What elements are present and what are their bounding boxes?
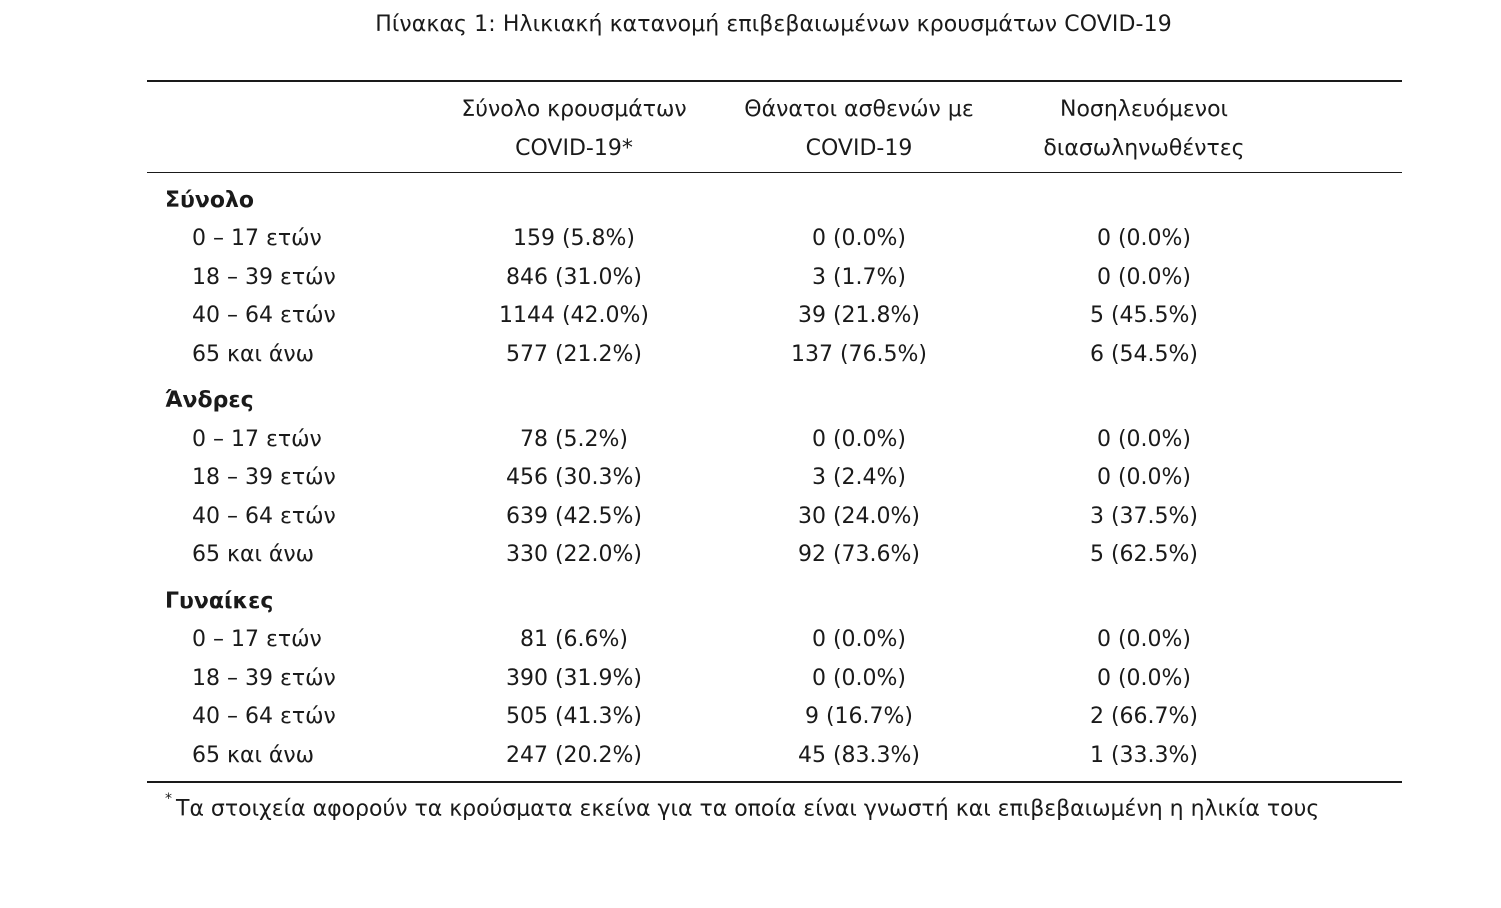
row-label: 65 και άνω xyxy=(192,743,315,768)
deaths-cell: 9 (16.7%) xyxy=(804,704,914,729)
intubated-cell: 5 (62.5%) xyxy=(1089,542,1199,567)
footnote-marker: * xyxy=(165,791,172,807)
intubated-cell: 0 (0.0%) xyxy=(1096,627,1192,652)
column-header-cases-line2: COVID-19* xyxy=(515,136,633,161)
column-header-cases-line1: Σύνολο κρουσμάτων xyxy=(461,97,687,122)
group-label-men: Άνδρες xyxy=(165,388,254,413)
column-header-intubated-line1: Νοσηλευόμενοι xyxy=(1060,97,1228,122)
table-row: 18 – 39 ετών 456 (30.3%) 3 (2.4%) 0 (0.0… xyxy=(0,459,1501,497)
row-label: 65 και άνω xyxy=(192,342,315,367)
top-rule xyxy=(147,80,1402,82)
column-header-deaths-line1: Θάνατοι ασθενών με xyxy=(744,97,974,122)
row-label: 40 – 64 ετών xyxy=(192,303,336,328)
row-label: 0 – 17 ετών xyxy=(192,427,322,452)
cases-cell: 456 (30.3%) xyxy=(505,465,643,490)
intubated-cell: 6 (54.5%) xyxy=(1089,342,1199,367)
deaths-cell: 0 (0.0%) xyxy=(811,226,907,251)
cases-cell: 1144 (42.0%) xyxy=(498,303,650,328)
row-label: 0 – 17 ετών xyxy=(192,226,322,251)
row-label: 40 – 64 ετών xyxy=(192,704,336,729)
column-header-deaths: Θάνατοι ασθενών με COVID-19 xyxy=(709,90,1009,168)
column-header-intubated-line2: διασωληνωθέντες xyxy=(1043,136,1245,161)
column-header-cases: Σύνολο κρουσμάτων COVID-19* xyxy=(424,90,724,168)
row-label: 18 – 39 ετών xyxy=(192,265,336,290)
intubated-cell: 0 (0.0%) xyxy=(1096,427,1192,452)
intubated-cell: 0 (0.0%) xyxy=(1096,666,1192,691)
table-footnote: * Τα στοιχεία αφορούν τα κρούσματα εκείνα… xyxy=(165,784,1319,828)
table-row: 65 και άνω 247 (20.2%) 45 (83.3%) 1 (33.… xyxy=(0,737,1501,775)
cases-cell: 390 (31.9%) xyxy=(505,666,643,691)
intubated-cell: 1 (33.3%) xyxy=(1089,743,1199,768)
intubated-cell: 0 (0.0%) xyxy=(1096,265,1192,290)
table-row: 18 – 39 ετών 390 (31.9%) 0 (0.0%) 0 (0.0… xyxy=(0,660,1501,698)
intubated-cell: 0 (0.0%) xyxy=(1096,226,1192,251)
cases-cell: 81 (6.6%) xyxy=(519,627,629,652)
deaths-cell: 3 (1.7%) xyxy=(811,265,907,290)
deaths-cell: 45 (83.3%) xyxy=(797,743,921,768)
cases-cell: 78 (5.2%) xyxy=(519,427,629,452)
deaths-cell: 30 (24.0%) xyxy=(797,504,921,529)
cases-cell: 846 (31.0%) xyxy=(505,265,643,290)
table-row: 0 – 17 ετών 78 (5.2%) 0 (0.0%) 0 (0.0%) xyxy=(0,421,1501,459)
intubated-cell: 3 (37.5%) xyxy=(1089,504,1199,529)
group-label-women: Γυναίκες xyxy=(165,589,274,614)
deaths-cell: 39 (21.8%) xyxy=(797,303,921,328)
table-caption: Πίνακας 1: Ηλικιακή κατανομή επιβεβαιωμέ… xyxy=(375,12,1172,37)
intubated-cell: 2 (66.7%) xyxy=(1089,704,1199,729)
table-row: 40 – 64 ετών 1144 (42.0%) 39 (21.8%) 5 (… xyxy=(0,297,1501,335)
row-label: 18 – 39 ετών xyxy=(192,465,336,490)
table-row: 65 και άνω 577 (21.2%) 137 (76.5%) 6 (54… xyxy=(0,336,1501,374)
cases-cell: 639 (42.5%) xyxy=(505,504,643,529)
cases-cell: 247 (20.2%) xyxy=(505,743,643,768)
deaths-cell: 92 (73.6%) xyxy=(797,542,921,567)
intubated-cell: 0 (0.0%) xyxy=(1096,465,1192,490)
group-label-total: Σύνολο xyxy=(165,188,255,213)
cases-cell: 159 (5.8%) xyxy=(512,226,636,251)
bottom-rule xyxy=(147,781,1402,783)
table-row: 0 – 17 ετών 159 (5.8%) 0 (0.0%) 0 (0.0%) xyxy=(0,220,1501,258)
row-label: 18 – 39 ετών xyxy=(192,666,336,691)
footnote-text: Τα στοιχεία αφορούν τα κρούσματα εκείνα … xyxy=(176,796,1320,822)
deaths-cell: 0 (0.0%) xyxy=(811,427,907,452)
table-row: 65 και άνω 330 (22.0%) 92 (73.6%) 5 (62.… xyxy=(0,536,1501,574)
row-label: 0 – 17 ετών xyxy=(192,627,322,652)
column-header-deaths-line2: COVID-19 xyxy=(805,136,913,161)
table-row: 18 – 39 ετών 846 (31.0%) 3 (1.7%) 0 (0.0… xyxy=(0,259,1501,297)
cases-cell: 330 (22.0%) xyxy=(505,542,643,567)
column-header-intubated: Νοσηλευόμενοι διασωληνωθέντες xyxy=(994,90,1294,168)
deaths-cell: 0 (0.0%) xyxy=(811,666,907,691)
table-row: 40 – 64 ετών 505 (41.3%) 9 (16.7%) 2 (66… xyxy=(0,698,1501,736)
table-row: 40 – 64 ετών 639 (42.5%) 30 (24.0%) 3 (3… xyxy=(0,498,1501,536)
cases-cell: 505 (41.3%) xyxy=(505,704,643,729)
cases-cell: 577 (21.2%) xyxy=(505,342,643,367)
table-row: 0 – 17 ετών 81 (6.6%) 0 (0.0%) 0 (0.0%) xyxy=(0,621,1501,659)
header-rule xyxy=(147,172,1402,173)
deaths-cell: 0 (0.0%) xyxy=(811,627,907,652)
row-label: 40 – 64 ετών xyxy=(192,504,336,529)
deaths-cell: 3 (2.4%) xyxy=(811,465,907,490)
intubated-cell: 5 (45.5%) xyxy=(1089,303,1199,328)
row-label: 65 και άνω xyxy=(192,542,315,567)
deaths-cell: 137 (76.5%) xyxy=(790,342,928,367)
